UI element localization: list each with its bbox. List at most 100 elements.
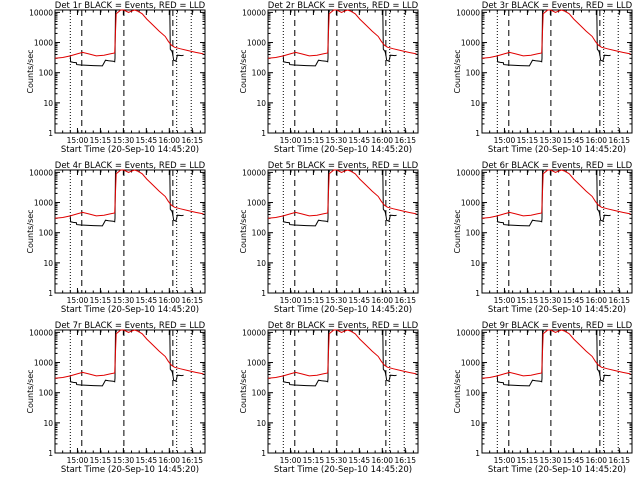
y-axis-label: Counts/sec [453, 49, 462, 93]
y-tick-label: 100 [252, 69, 267, 78]
y-tick-label: 10000 [29, 8, 53, 17]
y-tick-label: 10 [470, 99, 480, 108]
x-tick-label: 15:30 [326, 136, 348, 145]
plot-frame [54, 9, 206, 134]
y-tick-label: 10000 [242, 168, 266, 177]
y-tick-label: 1 [261, 449, 266, 458]
x-tick-label: 16:15 [608, 136, 630, 145]
x-tick-label: 16:00 [585, 296, 607, 305]
x-tick-label: 16:15 [394, 456, 416, 465]
x-tick-label: 15:15 [517, 456, 539, 465]
plot-frame [267, 9, 419, 134]
x-tick-label: 15:00 [280, 296, 302, 305]
y-tick-label: 1 [261, 129, 266, 138]
y-tick-label: 1 [475, 289, 480, 298]
events-series-line [496, 169, 611, 227]
y-tick-label: 100 [252, 229, 267, 238]
y-tick-label: 100 [466, 229, 481, 238]
events-series-line [282, 169, 397, 227]
x-axis-label: Start Time (20-Sep-10 14:45:20) [488, 465, 626, 475]
x-tick-label: 15:30 [113, 136, 135, 145]
x-tick-label: 16:00 [158, 136, 180, 145]
x-tick-label: 15:30 [326, 296, 348, 305]
lld-series-line [267, 329, 417, 379]
y-tick-label: 10 [256, 99, 266, 108]
x-tick-label: 16:00 [158, 296, 180, 305]
y-tick-label: 10 [43, 259, 53, 268]
x-tick-label: 15:15 [517, 296, 539, 305]
y-tick-label: 1 [48, 449, 53, 458]
events-series-line [282, 329, 397, 387]
detector-panel-1: Det 1r BLACK = Events, RED = LLD 1 10 100 10… [26, 1, 206, 155]
x-tick-label: 16:00 [585, 456, 607, 465]
lld-series-line [54, 169, 204, 219]
lld-series-line [54, 9, 204, 59]
y-tick-label: 10 [470, 419, 480, 428]
x-tick-label: 15:15 [303, 136, 325, 145]
lld-series-line [267, 169, 417, 219]
events-series-line [69, 329, 184, 387]
panel-title: Det 7r BLACK = Events, RED = LLD [55, 321, 206, 331]
y-tick-label: 1000 [34, 359, 53, 368]
x-tick-label: 15:00 [494, 296, 516, 305]
x-tick-label: 15:45 [349, 296, 371, 305]
x-tick-label: 15:45 [136, 456, 158, 465]
detector-panel-4: Det 4r BLACK = Events, RED = LLD 1 10 100 10… [26, 161, 206, 315]
x-tick-label: 16:15 [394, 296, 416, 305]
y-tick-label: 1000 [34, 39, 53, 48]
plot-frame [267, 169, 419, 294]
x-tick-label: 15:15 [303, 296, 325, 305]
x-axis-label: Start Time (20-Sep-10 14:45:20) [274, 465, 412, 475]
x-tick-label: 15:45 [136, 136, 158, 145]
y-tick-label: 1 [475, 449, 480, 458]
detector-panel-5: Det 5r BLACK = Events, RED = LLD 1 10 100 10… [239, 161, 419, 315]
y-tick-label: 1 [475, 129, 480, 138]
y-tick-label: 100 [252, 389, 267, 398]
y-tick-label: 1000 [461, 39, 480, 48]
x-tick-label: 16:00 [158, 456, 180, 465]
y-tick-label: 10000 [29, 328, 53, 337]
x-tick-label: 15:30 [540, 456, 562, 465]
x-tick-label: 15:45 [136, 296, 158, 305]
x-axis-label: Start Time (20-Sep-10 14:45:20) [274, 305, 412, 315]
x-axis-label: Start Time (20-Sep-10 14:45:20) [488, 145, 626, 155]
x-tick-label: 15:00 [67, 296, 89, 305]
y-tick-label: 10 [43, 419, 53, 428]
x-tick-label: 16:15 [608, 296, 630, 305]
x-axis-label: Start Time (20-Sep-10 14:45:20) [61, 305, 199, 315]
events-series-line [496, 329, 611, 387]
y-tick-label: 10000 [242, 328, 266, 337]
x-tick-label: 16:15 [608, 456, 630, 465]
x-tick-label: 15:45 [563, 296, 585, 305]
x-axis-label: Start Time (20-Sep-10 14:45:20) [61, 145, 199, 155]
y-tick-label: 10000 [456, 168, 480, 177]
x-tick-label: 15:15 [517, 136, 539, 145]
plot-frame [54, 329, 206, 454]
y-tick-label: 1 [48, 289, 53, 298]
y-axis-label: Counts/sec [453, 369, 462, 413]
panel-title: Det 9r BLACK = Events, RED = LLD [482, 321, 633, 331]
y-tick-label: 1000 [461, 199, 480, 208]
x-tick-label: 16:15 [181, 296, 203, 305]
x-tick-label: 15:45 [563, 136, 585, 145]
y-tick-label: 10 [43, 99, 53, 108]
lld-series-line [481, 329, 631, 379]
y-tick-label: 1000 [461, 359, 480, 368]
x-tick-label: 15:15 [90, 136, 112, 145]
x-tick-label: 15:15 [90, 456, 112, 465]
x-tick-label: 15:30 [113, 456, 135, 465]
x-tick-label: 15:00 [494, 136, 516, 145]
y-axis-label: Counts/sec [26, 369, 35, 413]
x-tick-label: 16:00 [371, 136, 393, 145]
plot-frame [481, 9, 633, 134]
x-tick-label: 16:15 [181, 456, 203, 465]
x-tick-label: 15:00 [280, 136, 302, 145]
x-tick-label: 15:00 [494, 456, 516, 465]
y-tick-label: 10 [470, 259, 480, 268]
lld-series-line [481, 169, 631, 219]
plot-frame [481, 169, 633, 294]
detector-panel-9: Det 9r BLACK = Events, RED = LLD 1 10 100 10… [453, 321, 633, 475]
x-tick-label: 15:00 [67, 136, 89, 145]
panel-title: Det 8r BLACK = Events, RED = LLD [268, 321, 419, 331]
